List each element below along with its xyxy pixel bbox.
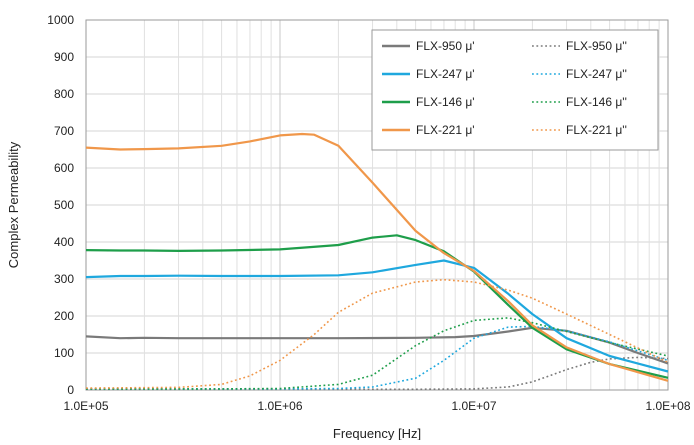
tick-label-layer: 0 100 200 300 400 500 600 700 800 900 1000 1.0E+05 1… [47, 13, 691, 413]
legend-label: FLX-221 μ' [416, 123, 475, 137]
legend-label: FLX-950 μ' [416, 39, 475, 53]
series-line-0 [85, 326, 669, 365]
legend-label: FLX-247 μ' [416, 67, 475, 81]
series-layer [85, 132, 669, 391]
y-axis-title: Complex Permeability [6, 141, 21, 268]
series-line-3 [86, 325, 669, 390]
y-tick-label: 900 [54, 50, 74, 64]
series-line-1 [86, 356, 669, 391]
series-line-7 [85, 278, 669, 389]
y-tick-label: 300 [54, 272, 74, 286]
legend-label: FLX-146 μ'' [566, 95, 627, 109]
x-axis-title: Frequency [Hz] [333, 426, 421, 440]
series-line-4 [85, 234, 669, 379]
legend-label: FLX-221 μ'' [566, 123, 627, 137]
legend-label: FLX-146 μ' [416, 95, 475, 109]
x-tick-label: 1.0E+08 [645, 399, 690, 413]
legend-box [371, 29, 659, 151]
y-tick-label: 500 [54, 198, 74, 212]
x-tick-label: 1.0E+06 [257, 399, 302, 413]
y-tick-label: 0 [67, 383, 74, 397]
series-line-6 [85, 132, 669, 382]
x-tick-label: 1.0E+05 [63, 399, 108, 413]
y-tick-label: 1000 [47, 13, 74, 27]
legend: FLX-950 μ' FLX-247 μ' FLX-146 μ' FLX-221 μ'… [371, 29, 659, 151]
y-tick-label: 100 [54, 346, 74, 360]
legend-label: FLX-247 μ'' [566, 67, 627, 81]
y-tick-label: 600 [54, 161, 74, 175]
legend-label: FLX-950 μ'' [566, 39, 627, 53]
y-tick-label: 400 [54, 235, 74, 249]
series-line-5 [86, 317, 669, 390]
x-tick-label: 1.0E+07 [451, 399, 496, 413]
y-tick-label: 800 [54, 87, 74, 101]
series-line-2 [85, 259, 669, 373]
y-tick-label: 700 [54, 124, 74, 138]
y-tick-label: 200 [54, 309, 74, 323]
